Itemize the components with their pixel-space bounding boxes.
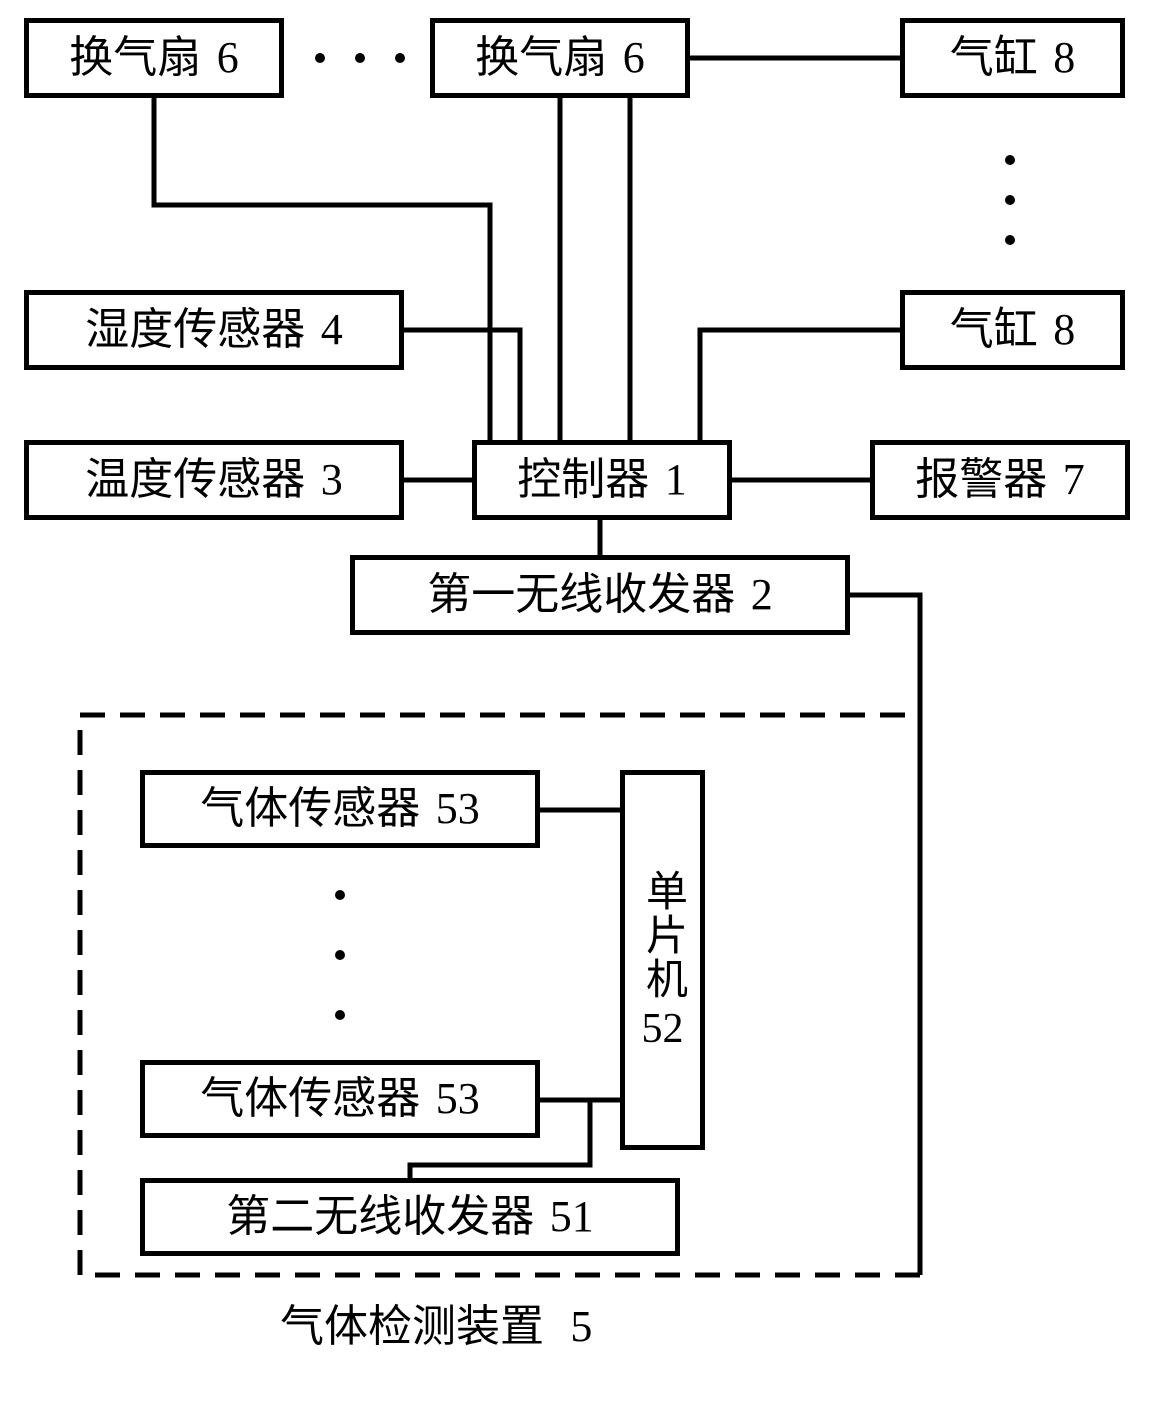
node-label: 气缸	[950, 307, 1038, 353]
node-number: 7	[1063, 457, 1085, 503]
ellipsis-dot	[1005, 155, 1015, 165]
gas-detection-group-caption: 气体检测装置 5	[280, 1290, 592, 1354]
node-number: 51	[550, 1194, 594, 1240]
ellipsis-dot	[395, 53, 405, 63]
node-mcu-52: 单片机 52	[620, 770, 705, 1150]
ellipsis-dot	[355, 53, 365, 63]
node-gas-sensor-53-a: 气体传感器 53	[140, 770, 540, 848]
node-controller-1: 控制器 1	[472, 440, 732, 520]
ellipsis-dot	[1005, 195, 1015, 205]
node-number: 3	[321, 457, 343, 503]
node-temperature-sensor-3: 温度传感器 3	[24, 440, 404, 520]
node-number: 1	[665, 457, 687, 503]
edge	[630, 58, 900, 440]
node-label: 单片机	[640, 869, 684, 1001]
node-number: 52	[642, 1007, 684, 1051]
node-label: 气体传感器	[200, 1076, 420, 1122]
node-number: 4	[321, 307, 343, 353]
node-number: 6	[623, 35, 645, 81]
node-number: 53	[436, 786, 480, 832]
node-humidity-sensor-4: 湿度传感器 4	[24, 290, 404, 370]
ellipsis-dot	[335, 890, 345, 900]
node-cylinder-8-b: 气缸 8	[900, 290, 1125, 370]
ellipsis-dot	[335, 1010, 345, 1020]
edge	[700, 330, 900, 440]
node-label: 第一无线收发器	[427, 572, 735, 618]
node-label: 气缸	[950, 35, 1038, 81]
ellipsis-dot	[335, 950, 345, 960]
node-label: 控制器	[517, 457, 649, 503]
node-label: 换气扇	[475, 35, 607, 81]
node-fan-6-b: 换气扇 6	[430, 18, 690, 98]
node-wireless-transceiver-2: 第二无线收发器 51	[140, 1178, 680, 1256]
node-number: 8	[1053, 35, 1075, 81]
node-number: 6	[217, 35, 239, 81]
edge	[850, 595, 920, 1275]
node-label: 温度传感器	[85, 457, 305, 503]
node-gas-sensor-53-b: 气体传感器 53	[140, 1060, 540, 1138]
ellipsis-dot	[1005, 235, 1015, 245]
node-number: 2	[751, 572, 773, 618]
node-alarm-7: 报警器 7	[870, 440, 1130, 520]
node-label: 换气扇	[69, 35, 201, 81]
node-label: 第二无线收发器	[226, 1194, 534, 1240]
node-label: 报警器	[915, 457, 1047, 503]
node-wireless-transceiver-1: 第一无线收发器 2	[350, 555, 850, 635]
caption-number: 5	[570, 1302, 592, 1351]
node-number: 8	[1053, 307, 1075, 353]
node-number: 53	[436, 1076, 480, 1122]
node-label: 气体传感器	[200, 786, 420, 832]
edge	[404, 330, 520, 440]
node-fan-6-a: 换气扇 6	[24, 18, 284, 98]
edge	[154, 98, 490, 440]
caption-label: 气体检测装置	[280, 1302, 544, 1351]
node-label: 湿度传感器	[85, 307, 305, 353]
ellipsis-dot	[315, 53, 325, 63]
node-cylinder-8-a: 气缸 8	[900, 18, 1125, 98]
